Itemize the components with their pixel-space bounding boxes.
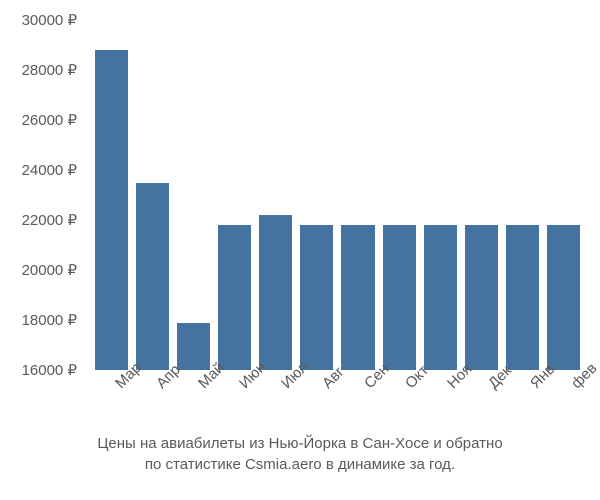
x-tick-wrap: Дек	[469, 375, 503, 435]
bar	[383, 225, 416, 370]
bar	[259, 215, 292, 370]
x-tick-wrap: Янв	[510, 375, 544, 435]
y-tick-label: 28000 ₽	[22, 61, 77, 79]
bar	[465, 225, 498, 370]
caption-line-1: Цены на авиабилеты из Нью-Йорка в Сан-Хо…	[97, 435, 502, 452]
x-tick-wrap: Июл	[261, 375, 295, 435]
y-axis: 16000 ₽18000 ₽20000 ₽22000 ₽24000 ₽26000…	[0, 20, 85, 370]
bar	[547, 225, 580, 370]
x-tick-wrap: Май	[178, 375, 212, 435]
y-tick-label: 26000 ₽	[22, 111, 77, 129]
y-tick-label: 24000 ₽	[22, 161, 77, 179]
plot-area	[90, 20, 580, 370]
bar	[300, 225, 333, 370]
bars-group	[90, 20, 580, 370]
x-tick-wrap: Окт	[386, 375, 420, 435]
x-tick-wrap: Мар	[95, 375, 129, 435]
y-tick-label: 22000 ₽	[22, 211, 77, 229]
y-tick-label: 30000 ₽	[22, 11, 77, 29]
y-tick-label: 20000 ₽	[22, 261, 77, 279]
x-tick-wrap: Сен	[344, 375, 378, 435]
y-tick-label: 16000 ₽	[22, 361, 77, 379]
chart-container: 16000 ₽ 18000 ₽ 20000 ₽ 22000 ₽ 24000 ₽ 26000…	[0, 0, 600, 500]
y-tick-label: 18000 ₽	[22, 311, 77, 329]
x-tick-wrap: Ноя	[427, 375, 461, 435]
x-tick-wrap: Авг	[303, 375, 337, 435]
caption-line-2: по статистике Csmia.aero в динамике за г…	[145, 456, 455, 473]
x-axis: МарАпрМайИюнИюлАвгСенОктНояДекЯнвфев	[95, 375, 585, 435]
x-tick-wrap: Апр	[137, 375, 171, 435]
bar	[341, 225, 374, 370]
bar	[136, 183, 169, 371]
bar	[218, 225, 251, 370]
x-tick-wrap: Июн	[220, 375, 254, 435]
bar	[424, 225, 457, 370]
x-tick-wrap: фев	[552, 375, 586, 435]
bar	[177, 323, 210, 371]
bar	[506, 225, 539, 370]
chart-caption: Цены на авиабилеты из Нью-Йорка в Сан-Хо…	[0, 433, 600, 475]
bar	[95, 50, 128, 370]
